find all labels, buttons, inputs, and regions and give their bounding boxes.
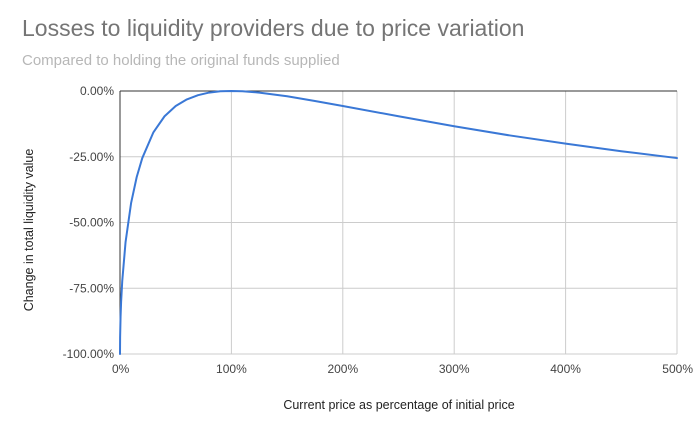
chart-subtitle: Compared to holding the original funds s… (22, 52, 340, 69)
y-tick-label: 0.00% (80, 84, 114, 98)
y-tick-label: -100.00% (63, 347, 115, 361)
y-tick-label: -25.00% (69, 150, 114, 164)
series-line (119, 90, 678, 355)
gridlines (120, 91, 678, 354)
x-tick-label: 200% (327, 362, 358, 376)
series-layer (119, 90, 678, 355)
x-axis-title: Current price as percentage of initial p… (283, 398, 514, 412)
y-tick-labels: 0.00% -25.00% -50.00% -75.00% -100.00% (63, 84, 115, 361)
x-tick-label: 100% (216, 362, 247, 376)
y-tick-label: -75.00% (69, 281, 114, 295)
y-tick-label: -50.00% (69, 216, 114, 230)
x-tick-label: 0% (112, 362, 130, 376)
y-axis-title: Change in total liquidity value (22, 149, 36, 312)
chart-title: Losses to liquidity providers due to pri… (22, 15, 525, 41)
x-tick-label: 400% (550, 362, 581, 376)
x-tick-label: 500% (662, 362, 693, 376)
x-tick-labels: 0% 100% 200% 300% 400% 500% (112, 362, 693, 376)
x-tick-label: 300% (439, 362, 470, 376)
